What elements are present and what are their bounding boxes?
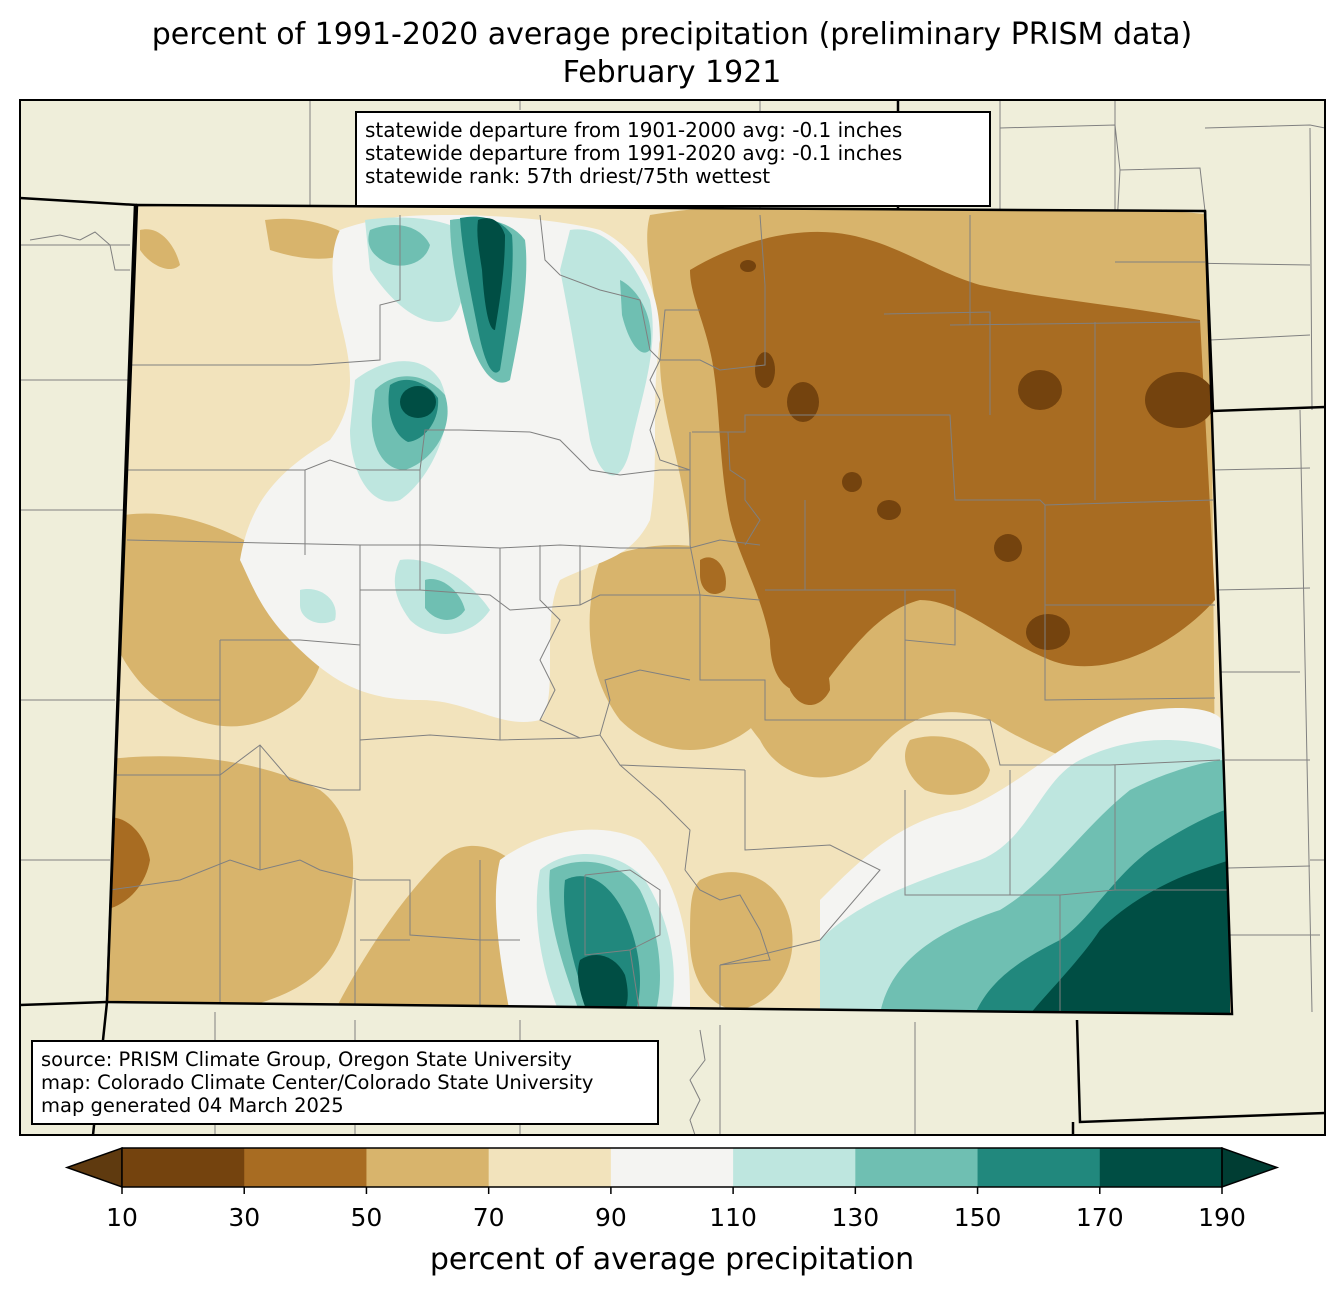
colorbar-tick-label: 170 — [1075, 1203, 1124, 1232]
precip-170-190 — [400, 218, 1230, 1014]
colorbar-tick-label: 50 — [350, 1203, 383, 1232]
colorbar-bin-90-110 — [610, 1148, 734, 1187]
colorado-boundary — [105, 203, 1234, 1016]
map-title: percent of 1991-2020 average precipitati… — [151, 17, 1193, 52]
colorbar-bin-10-30 — [122, 1148, 245, 1187]
colorbar-over-arrow — [1221, 1146, 1280, 1189]
precip-10-30 — [740, 260, 1215, 650]
colorbar-label: percent of average precipitation — [429, 1242, 915, 1277]
colorbar-bin-150-170 — [977, 1148, 1101, 1187]
source-generated-date: map generated 04 March 2025 — [41, 1094, 344, 1117]
colorbar-tick-label: 150 — [953, 1203, 1002, 1232]
statewide-stats-box: statewide departure from 1901-2000 avg: … — [355, 111, 991, 207]
colorbar-tick-label: 70 — [472, 1203, 505, 1232]
stats-rank: statewide rank: 57th driest/75th wettest — [365, 164, 771, 188]
colorbar-tick-label: 90 — [594, 1203, 627, 1232]
map-subtitle-month: February 1921 — [562, 55, 782, 90]
map-frame — [19, 99, 1326, 1136]
stats-departure-1901-2000: statewide departure from 1901-2000 avg: … — [365, 118, 903, 142]
colorbar-tick-label: 190 — [1198, 1203, 1246, 1232]
county-lines — [109, 214, 1230, 1014]
colorbar — [64, 1146, 1280, 1194]
colorbar-bin-170-190 — [1099, 1148, 1223, 1187]
colorbar-under-arrow — [64, 1146, 123, 1189]
colorado-precip-field — [107, 205, 1232, 1014]
colorbar-frame — [121, 1147, 1223, 1188]
source-map-credit: map: Colorado Climate Center/Colorado St… — [41, 1071, 594, 1094]
colorbar-bin-110-130 — [733, 1148, 856, 1187]
colorbar-bin-50-70 — [366, 1148, 490, 1187]
source-credits-box: source: PRISM Climate Group, Oregon Stat… — [31, 1040, 659, 1125]
colorbar-tick-label: 30 — [228, 1203, 261, 1232]
colorbar-tick-label: 110 — [709, 1203, 757, 1232]
colorbar-bin-130-150 — [855, 1148, 979, 1187]
colorbar-bin-30-50 — [244, 1148, 367, 1187]
source-prism: source: PRISM Climate Group, Oregon Stat… — [41, 1048, 572, 1071]
stats-departure-1991-2020: statewide departure from 1991-2020 avg: … — [365, 141, 903, 165]
colorbar-bin-70-90 — [488, 1148, 612, 1187]
colorbar-tick-label: 130 — [831, 1203, 880, 1232]
colorbar-tick-label: 10 — [106, 1203, 138, 1232]
